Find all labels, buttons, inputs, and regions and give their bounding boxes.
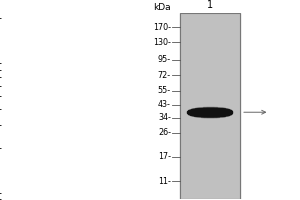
Text: 130-: 130- (153, 38, 171, 47)
Text: 1: 1 (207, 0, 213, 10)
Text: 34-: 34- (158, 113, 171, 122)
Text: 17-: 17- (158, 152, 171, 161)
Text: 11-: 11- (158, 177, 171, 186)
Bar (180, 13, 240, 199)
Text: 72-: 72- (158, 71, 171, 80)
Text: kDa: kDa (153, 3, 171, 12)
Text: 95-: 95- (158, 55, 171, 64)
Text: 170-: 170- (153, 23, 171, 32)
Bar (180, 13, 240, 199)
Text: 55-: 55- (158, 86, 171, 95)
Text: 43-: 43- (158, 100, 171, 109)
Text: 26-: 26- (158, 128, 171, 137)
